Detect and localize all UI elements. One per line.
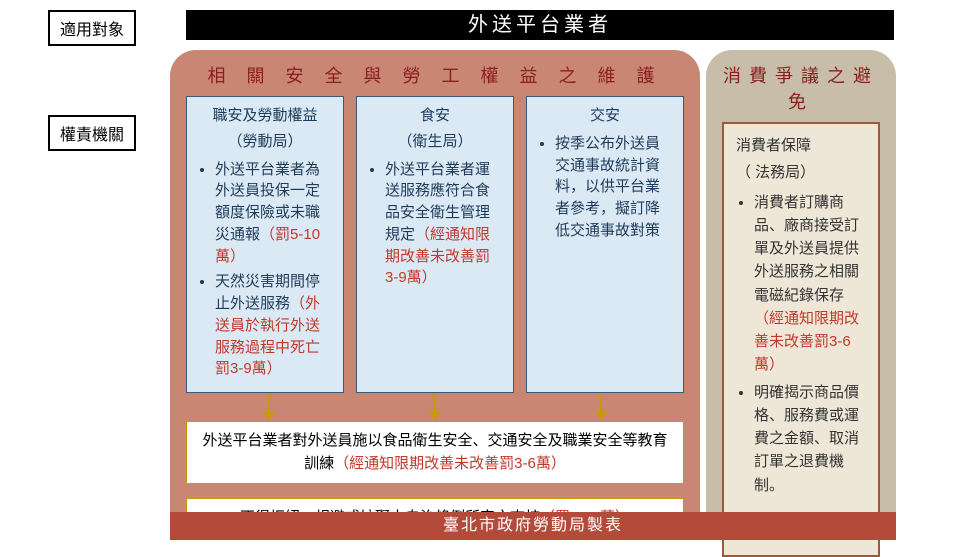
- list-item: 外送平台業者運送服務應符合食品安全衛生管理規定（經通知限期改善未改善罰3-9萬）: [385, 159, 503, 290]
- penalty-text: （經通知限期改善未改善罰3-6萬）: [754, 310, 859, 374]
- right-section-title: 消費爭議之避免: [722, 62, 880, 114]
- bullet-text: 按季公布外送員交通事故統計資料，以供平台業者參考，擬訂降低交通事故對策: [555, 135, 660, 239]
- penalty-text: （經通知限期改善未改善罰3-6萬）: [334, 455, 566, 472]
- card-columns: 職安及勞動權益 （勞動局） 外送平台業者為外送員投保一定額度保險或未職災通報（罰…: [186, 96, 684, 393]
- list-item: 按季公布外送員交通事故統計資料，以供平台業者參考，擬訂降低交通事故對策: [555, 133, 673, 242]
- training-box: 外送平台業者對外送員施以食品衛生安全、交通安全及職業安全等教育訓練（經通知限期改…: [186, 421, 684, 484]
- card-food: 食安 （衛生局） 外送平台業者運送服務應符合食品安全衛生管理規定（經通知限期改善…: [356, 96, 514, 393]
- card-sub: （衛生局）: [367, 131, 503, 153]
- right-panel: 消費爭議之避免 消費者保障 （ 法務局） 消費者訂購商品、廠商接受訂單及外送員提…: [706, 50, 896, 530]
- title-bar: 外送平台業者: [186, 10, 894, 40]
- footer-bar: 臺北市政府勞動局製表: [170, 512, 896, 540]
- tag-authority: 權責機關: [48, 115, 136, 151]
- card-consumer: 消費者保障 （ 法務局） 消費者訂購商品、廠商接受訂單及外送員提供外送服務之相關…: [722, 122, 880, 557]
- card-title: 食安: [367, 105, 503, 127]
- tag-scope: 適用對象: [48, 10, 136, 46]
- card-title: 職安及勞動權益: [197, 105, 333, 127]
- bullet-text: 明確揭示商品價格、服務費或運費之金額、取消訂單之退費機制。: [754, 384, 859, 494]
- arrow-down-icon: [600, 393, 602, 419]
- card-sub: （ 法務局）: [736, 161, 866, 184]
- list-item: 消費者訂購商品、廠商接受訂單及外送員提供外送服務之相關電磁紀錄保存（經通知限期改…: [754, 191, 866, 377]
- arrows-row: [186, 393, 684, 419]
- arrow-down-icon: [434, 393, 436, 419]
- card-title: 交安: [537, 105, 673, 127]
- list-item: 天然災害期間停止外送服務（外送員於執行外送服務過程中死亡罰3-9萬）: [215, 271, 333, 380]
- card-sub: （勞動局）: [197, 131, 333, 153]
- left-panel: 相 關 安 全 與 勞 工 權 益 之 維 護 職安及勞動權益 （勞動局） 外送…: [170, 50, 700, 530]
- card-title: 消費者保障: [736, 134, 866, 157]
- list-item: 明確揭示商品價格、服務費或運費之金額、取消訂單之退費機制。: [754, 381, 866, 497]
- arrow-down-icon: [268, 393, 270, 419]
- list-item: 外送平台業者為外送員投保一定額度保險或未職災通報（罰5-10萬）: [215, 159, 333, 268]
- card-traffic: 交安 按季公布外送員交通事故統計資料，以供平台業者參考，擬訂降低交通事故對策: [526, 96, 684, 393]
- bullet-text: 消費者訂購商品、廠商接受訂單及外送員提供外送服務之相關電磁紀錄保存: [754, 194, 859, 304]
- left-section-title: 相 關 安 全 與 勞 工 權 益 之 維 護: [186, 62, 684, 88]
- card-labor: 職安及勞動權益 （勞動局） 外送平台業者為外送員投保一定額度保險或未職災通報（罰…: [186, 96, 344, 393]
